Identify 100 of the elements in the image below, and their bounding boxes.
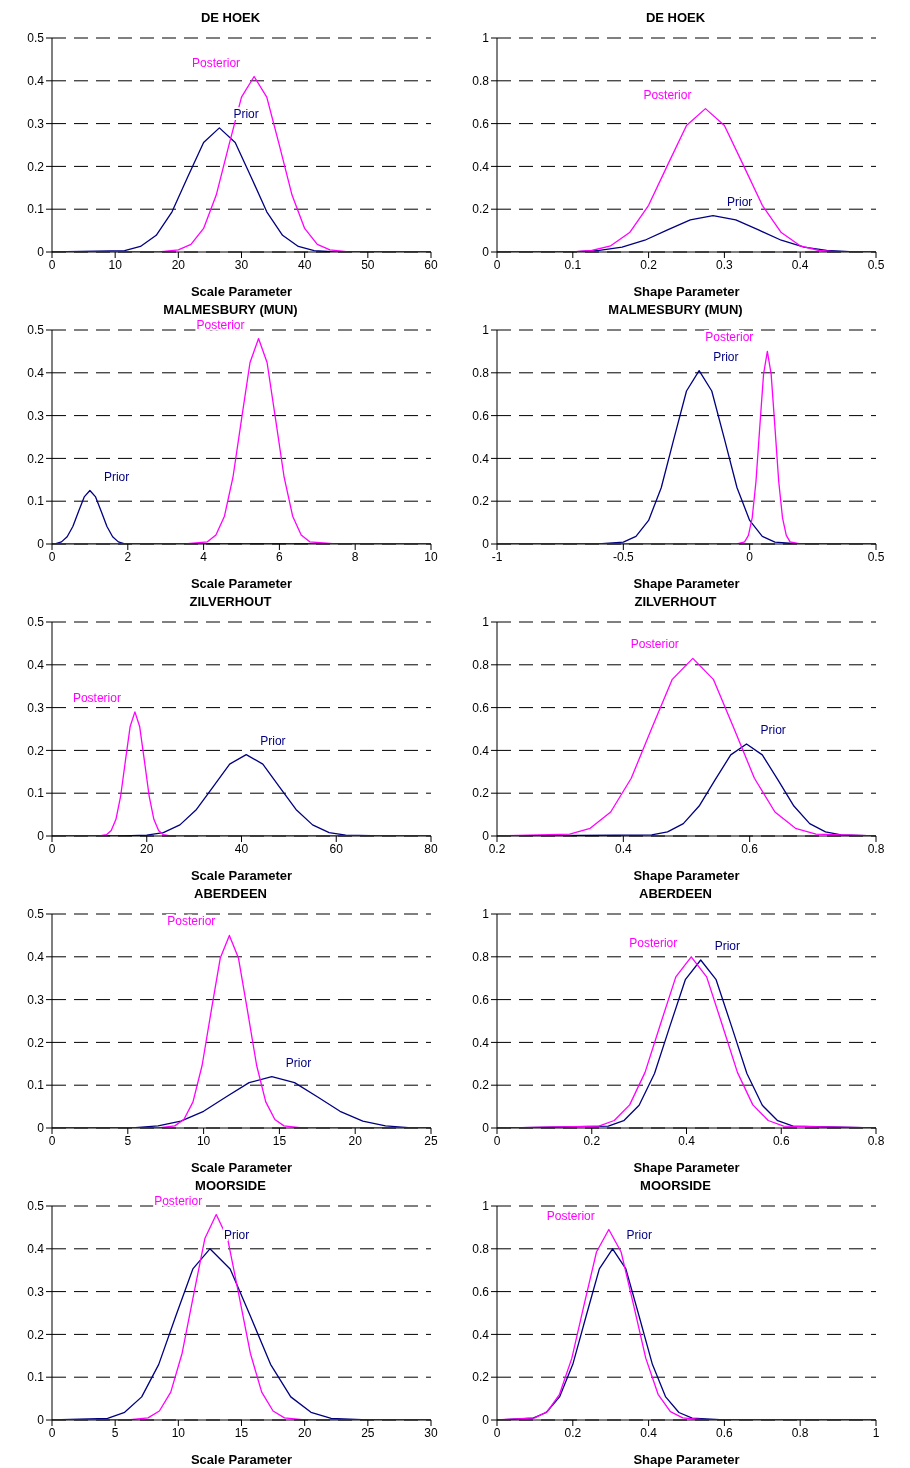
- x-tick-label: 25: [424, 1133, 438, 1148]
- x-axis-title: Shape Parameter: [633, 1452, 740, 1467]
- y-tick-label: 0.4: [27, 1242, 45, 1257]
- x-tick-label: 30: [424, 1425, 438, 1440]
- x-tick-label: 0: [48, 841, 56, 856]
- series-label: Posterior: [72, 690, 121, 705]
- y-tick-label: 0.6: [472, 408, 490, 423]
- x-tick-label: 10: [424, 549, 438, 564]
- y-tick-label: 0.5: [27, 907, 45, 922]
- y-tick-label: 0.4: [27, 366, 45, 381]
- x-tick-label: 0.4: [678, 1133, 696, 1148]
- x-tick-label: 0.4: [614, 841, 632, 856]
- series-label: Prior: [727, 194, 753, 209]
- x-tick-label: 0.3: [716, 257, 734, 272]
- x-tick-label: 25: [361, 1425, 375, 1440]
- x-tick-label: 0: [746, 549, 754, 564]
- x-tick-label: 20: [171, 257, 186, 272]
- chart-title: MOORSIDE: [639, 1177, 712, 1195]
- y-tick-label: 0.2: [472, 786, 490, 801]
- x-tick-label: 0.8: [791, 1425, 809, 1440]
- x-axis-title: Scale Parameter: [190, 1452, 293, 1467]
- x-tick-label: 0.8: [867, 1133, 885, 1148]
- x-tick-label: 1: [872, 1425, 880, 1440]
- chart-title: MALMESBURY (MUN): [163, 302, 298, 317]
- x-tick-label: 0: [48, 257, 56, 272]
- series-label: Prior: [285, 1055, 312, 1070]
- y-tick-label: 1: [482, 907, 490, 922]
- y-tick-label: 0.8: [472, 658, 490, 673]
- y-tick-label: 0.4: [27, 658, 45, 673]
- y-tick-label: 1: [482, 31, 490, 46]
- x-tick-label: 20: [297, 1425, 312, 1440]
- x-tick-label: 0: [48, 1425, 56, 1440]
- x-tick-label: 20: [348, 1133, 363, 1148]
- x-tick-label: 30: [234, 257, 249, 272]
- y-tick-label: 0.3: [27, 408, 45, 423]
- y-tick-label: 0.5: [27, 1199, 45, 1214]
- series-label: Prior: [714, 939, 741, 954]
- y-tick-label: 1: [482, 323, 490, 338]
- y-tick-label: 0.1: [27, 1078, 45, 1093]
- chart-title: ABERDEEN: [193, 885, 268, 903]
- series-label: Prior: [760, 722, 786, 737]
- series-label: Prior: [626, 1227, 652, 1242]
- x-axis-title: Shape Parameter: [633, 576, 740, 591]
- x-tick-label: 0.1: [564, 257, 582, 272]
- x-tick-label: 60: [424, 257, 438, 272]
- x-axis-title: Shape Parameter: [633, 284, 740, 299]
- y-tick-label: 1: [482, 1199, 490, 1214]
- series-label: Posterior: [546, 1208, 595, 1223]
- y-tick-label: 0: [37, 537, 45, 552]
- x-tick-label: 5: [124, 1133, 132, 1148]
- series-label: Posterior: [629, 935, 678, 950]
- y-tick-label: 0.8: [472, 74, 490, 89]
- y-tick-label: 0: [37, 245, 45, 260]
- y-tick-label: 0: [482, 537, 490, 552]
- y-tick-label: 0: [482, 245, 490, 260]
- x-tick-label: 8: [351, 549, 359, 564]
- y-tick-label: 0.8: [472, 1242, 490, 1257]
- x-tick-label: 0.2: [564, 1425, 582, 1440]
- y-tick-label: 0.2: [27, 159, 45, 174]
- y-tick-label: 0.4: [472, 1327, 490, 1342]
- y-tick-label: 0.2: [27, 1035, 45, 1050]
- chart-title: DE HOEK: [644, 9, 707, 27]
- y-tick-label: 0.2: [472, 494, 490, 509]
- y-tick-label: 0.4: [472, 1035, 490, 1050]
- y-tick-label: 0.2: [472, 202, 490, 217]
- x-tick-label: 20: [140, 841, 154, 856]
- chart-title: MALMESBURY (MUN): [607, 301, 744, 319]
- x-tick-label: 10: [196, 1133, 211, 1148]
- chart-title: DE HOEK: [199, 9, 262, 27]
- y-tick-label: 0: [37, 829, 45, 844]
- x-tick-label: 80: [424, 841, 438, 856]
- chart-title: ABERDEEN: [638, 885, 713, 903]
- y-tick-label: 0.2: [27, 743, 45, 758]
- y-tick-label: 0.5: [27, 31, 45, 46]
- y-tick-label: 0.4: [27, 74, 45, 89]
- x-tick-label: 0.2: [640, 257, 658, 272]
- y-tick-label: 0.3: [27, 116, 45, 131]
- x-tick-label: 0.4: [640, 1425, 658, 1440]
- y-tick-label: 0.1: [27, 1370, 45, 1385]
- y-tick-label: 0.1: [27, 786, 45, 801]
- x-tick-label: 6: [276, 549, 284, 564]
- series-label: Posterior: [154, 1193, 203, 1208]
- series-label: Posterior: [643, 87, 692, 102]
- x-tick-label: 0: [48, 549, 56, 564]
- y-tick-label: 0: [482, 829, 490, 844]
- x-axis-title: Scale Parameter: [190, 284, 293, 299]
- x-tick-label: 60: [329, 841, 344, 856]
- x-tick-label: 0: [493, 257, 501, 272]
- x-tick-label: 0.8: [867, 841, 885, 856]
- x-tick-label: 0: [493, 1425, 501, 1440]
- x-axis-title: Shape Parameter: [633, 1160, 740, 1175]
- x-tick-label: 0.4: [791, 257, 809, 272]
- y-tick-label: 0.8: [472, 366, 490, 381]
- y-tick-label: 0: [37, 1413, 45, 1428]
- series-label: Prior: [260, 733, 286, 748]
- y-tick-label: 0.1: [27, 494, 45, 509]
- y-tick-label: 0.4: [472, 451, 490, 466]
- series-label: Posterior: [705, 330, 754, 345]
- x-tick-label: 0.2: [583, 1133, 601, 1148]
- series-label: Posterior: [192, 55, 241, 70]
